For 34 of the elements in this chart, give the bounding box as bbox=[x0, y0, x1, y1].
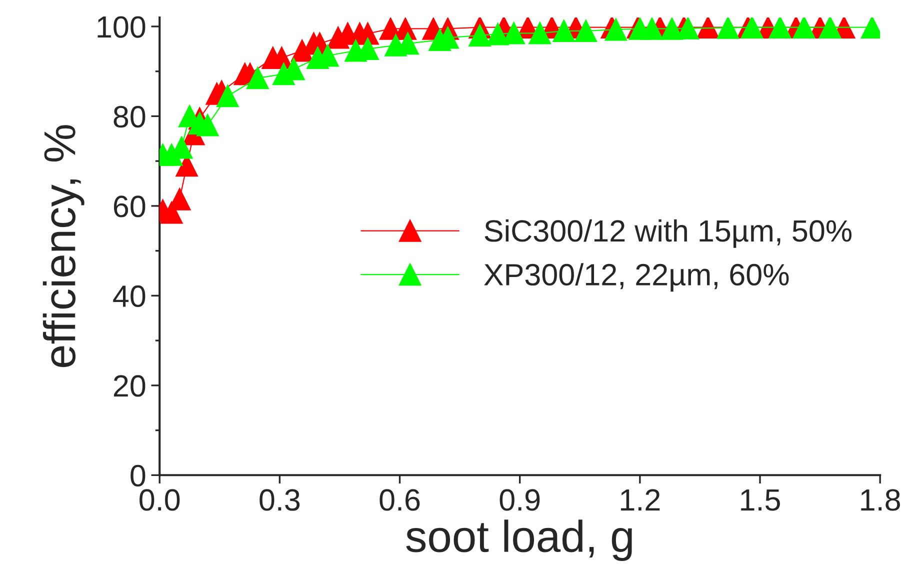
point bbox=[696, 17, 720, 38]
point bbox=[574, 20, 597, 42]
point bbox=[640, 18, 664, 40]
y-tick-label: 60 bbox=[114, 196, 146, 218]
point bbox=[486, 22, 509, 46]
point bbox=[552, 20, 575, 42]
point bbox=[768, 17, 792, 38]
point bbox=[818, 17, 842, 38]
x-tick-label: 0.6 bbox=[380, 489, 420, 511]
y-tick-label: 80 bbox=[114, 106, 146, 128]
x-axis-title: soot load, g bbox=[406, 520, 632, 562]
point bbox=[468, 24, 491, 47]
x-tick-label: 1.2 bbox=[621, 489, 660, 510]
point bbox=[740, 17, 764, 38]
x-tick-label: 1.5 bbox=[741, 489, 780, 511]
y-tick-label: 100 bbox=[98, 16, 146, 38]
point bbox=[716, 17, 740, 39]
legend-label: XP300/12, 22µm, 60% bbox=[484, 263, 789, 292]
x-tick-label: 0.9 bbox=[500, 489, 540, 511]
point bbox=[528, 22, 551, 44]
legend-label: SiC300/12 with 15µm, 50% bbox=[484, 219, 852, 248]
y-axis-title: efficiency, % bbox=[42, 125, 84, 368]
x-tick-label: 0.3 bbox=[260, 489, 300, 511]
y-tick-label: 40 bbox=[113, 285, 146, 308]
point bbox=[246, 66, 269, 90]
x-tick-label: 0.0 bbox=[140, 489, 180, 511]
x-tick-label: 1.8 bbox=[861, 489, 900, 511]
point bbox=[792, 17, 816, 38]
point bbox=[604, 18, 628, 41]
point bbox=[660, 18, 684, 40]
point bbox=[196, 114, 219, 136]
point bbox=[216, 84, 239, 108]
y-tick-label: 0 bbox=[130, 464, 146, 487]
y-tick-label: 20 bbox=[114, 375, 146, 397]
